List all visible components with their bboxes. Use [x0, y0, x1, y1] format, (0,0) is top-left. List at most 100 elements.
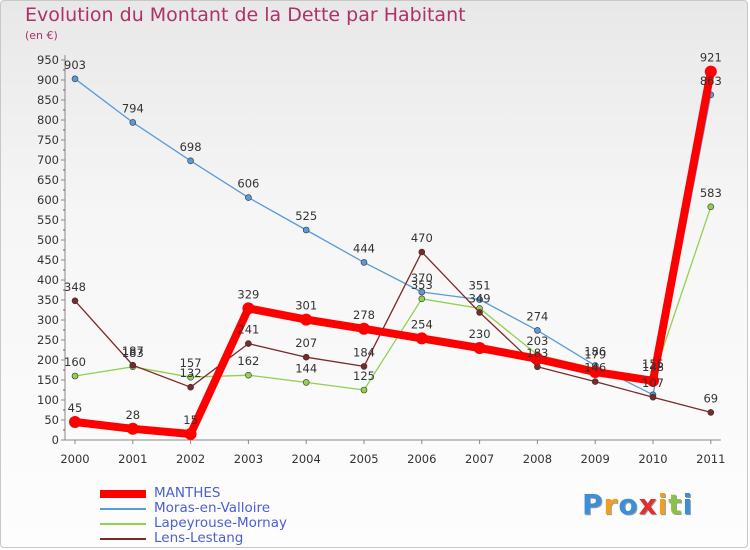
data-point [245, 371, 252, 379]
y-tick-label: 0 [52, 433, 59, 447]
series-lens-lestang [71, 248, 715, 416]
data-label: 863 [700, 74, 722, 88]
y-tick-label: 200 [37, 353, 59, 367]
x-tick-label: 2011 [696, 452, 725, 466]
y-tick-label: 450 [37, 253, 59, 267]
y-tick-label: 900 [37, 73, 59, 87]
data-label: 125 [353, 369, 375, 383]
logo-letter: r [603, 488, 619, 521]
y-tick-label: 550 [37, 213, 59, 227]
data-point [707, 409, 715, 416]
data-label: 606 [237, 177, 259, 191]
data-label: 162 [237, 354, 259, 368]
data-point [129, 361, 137, 369]
x-tick-label: 2008 [523, 452, 552, 466]
data-point [473, 342, 486, 354]
data-label: 187 [122, 344, 144, 358]
data-label: 583 [700, 186, 722, 200]
data-point [69, 416, 81, 428]
data-label: 301 [295, 299, 317, 313]
data-label: 525 [295, 209, 317, 223]
data-point [360, 259, 368, 266]
data-label: 183 [526, 346, 548, 360]
data-point [418, 295, 426, 303]
legend-swatch [100, 507, 146, 510]
x-tick-label: 2006 [407, 452, 436, 466]
data-point [187, 383, 194, 391]
y-tick-label: 500 [37, 233, 59, 247]
data-label: 351 [469, 279, 491, 293]
proxiti-logo: Proxiti [582, 488, 693, 521]
data-label: 184 [353, 345, 375, 359]
y-tick-label: 50 [44, 413, 59, 427]
chart-unit: (en €) [25, 29, 58, 42]
logo-letter: x [638, 488, 658, 521]
data-point [707, 203, 715, 211]
data-point [245, 194, 252, 201]
x-tick-label: 2002 [176, 452, 205, 466]
series-line [74, 78, 712, 396]
data-label: 179 [584, 347, 606, 361]
series-line [74, 251, 712, 414]
y-tick-label: 350 [37, 293, 59, 307]
data-point [647, 374, 659, 387]
x-tick-label: 2003 [234, 452, 263, 466]
series-moras-en-valloire [71, 75, 715, 399]
y-tick-label: 950 [37, 53, 59, 67]
y-tick-label: 650 [37, 173, 59, 187]
data-point [418, 248, 426, 256]
legend-item: Lens-Lestang [100, 531, 287, 546]
x-tick-label: 2005 [349, 452, 378, 466]
data-point [71, 75, 79, 83]
y-tick-label: 100 [37, 393, 59, 407]
data-label: 921 [700, 51, 722, 65]
data-point [300, 313, 313, 326]
data-label: 148 [642, 360, 664, 374]
data-label: 107 [642, 376, 664, 390]
data-label: 146 [584, 361, 606, 375]
data-label: 444 [353, 241, 375, 255]
data-point [187, 373, 194, 381]
data-label: 230 [469, 327, 491, 341]
data-point [302, 353, 310, 361]
legend-swatch [100, 537, 146, 540]
y-tick-label: 400 [37, 273, 59, 287]
logo-letter: t [668, 488, 683, 521]
data-label: 144 [295, 361, 317, 375]
data-point [245, 340, 252, 347]
data-point [476, 296, 483, 303]
data-point [302, 226, 310, 234]
data-label: 69 [703, 391, 718, 405]
logo-letter: o [618, 488, 639, 521]
data-label: 254 [411, 317, 433, 331]
y-tick-label: 300 [37, 313, 59, 327]
data-label: 370 [411, 271, 433, 285]
data-label: 28 [125, 408, 140, 422]
data-point [589, 366, 602, 378]
data-point [184, 428, 197, 440]
legend-item: Lapeyrouse-Mornay [100, 516, 287, 531]
data-point [302, 379, 310, 386]
y-tick-label: 800 [37, 113, 59, 127]
x-tick-label: 2004 [292, 452, 321, 466]
data-point [71, 372, 79, 380]
data-label: 349 [469, 291, 491, 305]
data-label: 353 [411, 278, 433, 292]
data-point [476, 309, 483, 316]
data-point [591, 378, 599, 385]
data-label: 132 [180, 366, 202, 380]
data-point [126, 422, 139, 435]
data-label: 329 [237, 287, 259, 301]
data-point [704, 65, 717, 78]
legend-swatch [100, 489, 146, 498]
legend-label: Lens-Lestang [154, 530, 244, 546]
data-label: 348 [64, 280, 86, 294]
x-tick-label: 2000 [60, 452, 89, 466]
data-point [649, 393, 657, 401]
data-point [360, 363, 368, 370]
legend-swatch [100, 522, 146, 525]
data-label: 160 [64, 355, 86, 369]
data-label: 794 [122, 101, 144, 115]
